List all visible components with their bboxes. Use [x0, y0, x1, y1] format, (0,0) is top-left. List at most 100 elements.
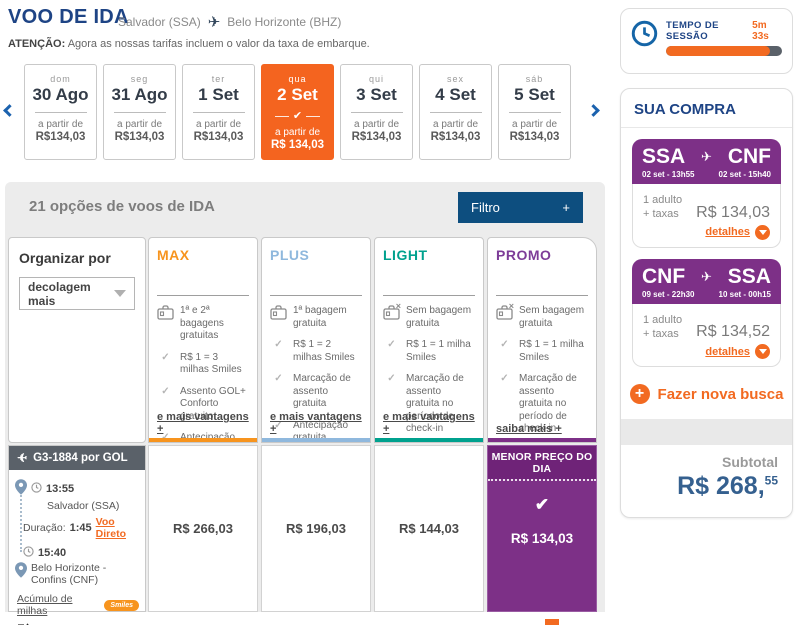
plane-icon: ✈: [701, 268, 712, 284]
fare-name: LIGHT: [383, 247, 428, 263]
departure-time: 13:55: [46, 482, 75, 495]
date-carousel: dom 30 Ago a partir de R$134,03 seg 31 A…: [0, 62, 612, 162]
route-origin: Salvador (SSA): [118, 15, 201, 29]
segment-price: R$ 134,52: [696, 323, 770, 341]
date-price: R$134,03: [509, 131, 560, 143]
session-label: TEMPO DE SESSÃO: [666, 20, 719, 42]
more-benefits-link[interactable]: e mais vantagens +: [383, 411, 475, 435]
price-cell-promo-selected[interactable]: MENOR PREÇO DO DIA ✔ R$ 134,03: [487, 445, 597, 612]
details-link[interactable]: detalhes: [705, 226, 750, 239]
price-cell-light[interactable]: R$ 144,03: [374, 445, 484, 612]
arrival-time: 15:40: [38, 547, 67, 559]
date-label: 3 Set: [356, 85, 397, 104]
passenger-count: 1 adulto: [643, 194, 683, 206]
date-cell-1-set[interactable]: ter 1 Set a partir de R$134,03: [182, 64, 255, 160]
check-icon: ✓: [387, 339, 396, 350]
plus-icon: +: [629, 384, 650, 405]
price-prefix: a partir de: [432, 119, 479, 130]
subtotal-section: Subtotal R$ 268,55: [621, 445, 792, 501]
direct-flight-link[interactable]: Voo Direto: [95, 516, 126, 540]
segment-origin: CNF: [642, 264, 686, 288]
sort-dropdown[interactable]: decolagem mais: [19, 277, 135, 310]
segment-origin: SSA: [642, 145, 686, 168]
date-cell-2-set-selected[interactable]: qua 2 Set ✔ a partir de R$ 134,03: [261, 64, 334, 160]
chevron-left-icon[interactable]: [3, 102, 16, 120]
more-benefits-link[interactable]: e mais vantagens +: [157, 411, 249, 435]
price-prefix: a partir de: [274, 127, 321, 138]
price-prefix: a partir de: [116, 119, 163, 130]
fare-benefit: Sem bagagem gratuita: [519, 305, 585, 329]
chevron-down-icon[interactable]: [755, 224, 770, 240]
date-cell-30-ago[interactable]: dom 30 Ago a partir de R$134,03: [24, 64, 97, 160]
more-benefits-link[interactable]: e mais vantagens +: [270, 411, 362, 435]
price-prefix: a partir de: [195, 119, 242, 130]
fare-name: MAX: [157, 247, 190, 263]
notice-label: ATENÇÃO:: [8, 38, 66, 50]
fare-column-light: LIGHT × Sem bagagem gratuita ✓ R$ 1 = 1 mi…: [374, 237, 484, 443]
price-prefix: a partir de: [37, 119, 84, 130]
notice-text: Agora as nossas tarifas incluem o valor …: [67, 38, 370, 50]
flight-number: G3-1884 por GOL: [33, 452, 128, 464]
plane-icon: ✈: [17, 451, 28, 465]
filter-button[interactable]: Filtro +: [458, 192, 583, 223]
fare-benefit: Marcação de assento gratuita: [293, 373, 351, 409]
fare-benefit: 1ª e 2ª bagagens gratuitas: [180, 305, 224, 341]
segment-destination: CNF: [727, 145, 771, 168]
date-price: R$134,03: [35, 131, 86, 143]
duration-label: Duração:: [23, 522, 66, 534]
day-of-week: ter: [211, 74, 226, 84]
check-icon: ✓: [157, 432, 174, 457]
fare-benefit: Antecipação gratuita: [293, 419, 349, 444]
results-panel: 21 opções de voos de IDA Filtro + Organi…: [5, 182, 605, 625]
fare-notice: ATENÇÃO: Agora as nossas tarifas incluem…: [8, 38, 370, 50]
taxes-label: + taxas: [643, 327, 679, 340]
subtotal-value: R$ 268,55: [635, 472, 778, 501]
sort-value: decolagem mais: [28, 279, 91, 308]
plane-icon: ✈: [207, 14, 221, 31]
price-prefix: a partir de: [511, 119, 558, 130]
flight-header: ✈ G3-1884 por GOL: [9, 446, 145, 470]
date-cell-4-set[interactable]: sex 4 Set a partir de R$134,03: [419, 64, 492, 160]
arrival-city: Belo Horizonte - Confins (CNF): [31, 562, 107, 586]
miles-link[interactable]: Acúmulo de milhas: [17, 593, 73, 617]
sort-card: Organizar por decolagem mais: [8, 237, 146, 443]
date-cell-3-set[interactable]: qui 3 Set a partir de R$134,03: [340, 64, 413, 160]
subtotal-label: Subtotal: [722, 454, 778, 471]
price-prefix: a partir de: [353, 119, 400, 130]
plus-icon: +: [562, 200, 570, 215]
fare-price: R$ 196,03: [286, 521, 346, 536]
details-link[interactable]: detalhes: [705, 345, 750, 358]
check-icon: ✓: [274, 339, 283, 350]
new-search-button[interactable]: + Fazer nova busca: [621, 384, 792, 405]
date-cell-5-set[interactable]: sáb 5 Set a partir de R$134,03: [498, 64, 571, 160]
session-progress-bar: [666, 46, 782, 56]
sort-label: Organizar por: [19, 250, 111, 266]
check-icon: ✓: [274, 419, 283, 431]
check-icon: ✓: [500, 339, 509, 350]
fare-benefit: 1ª bagagem gratuita: [293, 305, 347, 329]
date-label: 5 Set: [514, 85, 555, 104]
date-label: 2 Set: [277, 85, 318, 104]
fare-name: PROMO: [496, 247, 552, 263]
date-price: R$ 134,03: [270, 139, 325, 151]
date-price: R$134,03: [351, 131, 402, 143]
price-cell-plus[interactable]: R$ 196,03: [261, 445, 371, 612]
departure-city: Salvador (SSA): [47, 500, 120, 512]
fare-price: R$ 266,03: [173, 521, 233, 536]
day-of-week: qui: [368, 74, 384, 84]
learn-more-link[interactable]: saiba mais +: [496, 423, 562, 435]
baggage-icon: [270, 305, 287, 330]
fare-benefit: Marcação de assento gratuita no período …: [519, 373, 577, 434]
results-count: 21 opções de voos de IDA: [29, 198, 215, 215]
fare-name: PLUS: [270, 247, 310, 263]
route-destination: Belo Horizonte (BHZ): [227, 15, 342, 29]
chevron-down-icon[interactable]: [755, 344, 770, 360]
check-icon: ✓: [161, 385, 170, 397]
price-cell-max[interactable]: R$ 266,03: [148, 445, 258, 612]
chevron-right-icon[interactable]: [587, 102, 600, 120]
segment-departure: 09 set - 22h30: [642, 289, 695, 299]
date-cell-31-ago[interactable]: seg 31 Ago a partir de R$134,03: [103, 64, 176, 160]
baggage-icon: [157, 305, 174, 343]
subtotal-main: R$ 268,: [677, 472, 765, 501]
plane-icon: ✈: [701, 149, 712, 164]
